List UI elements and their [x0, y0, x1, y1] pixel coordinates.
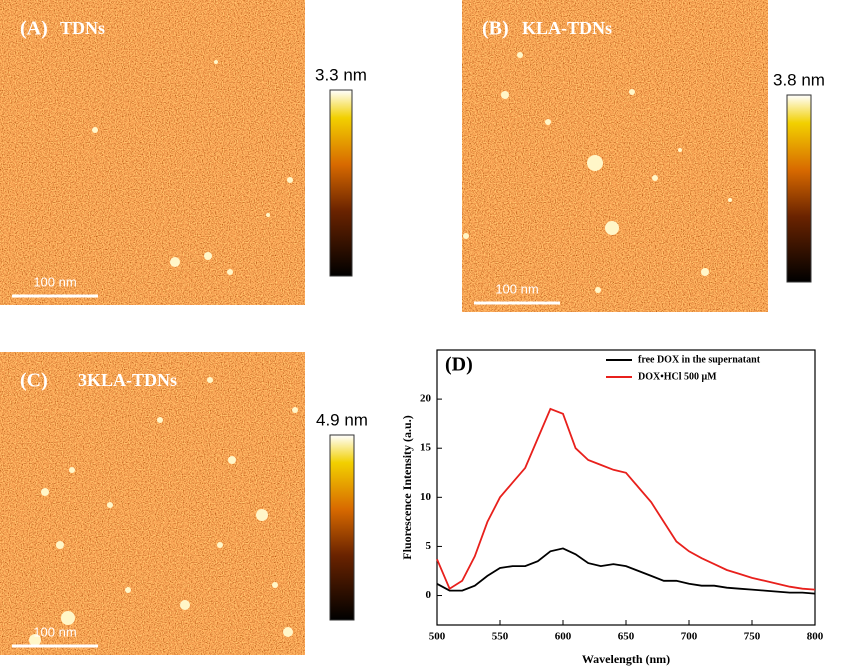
panel-label: (A)	[20, 18, 48, 40]
afm-particle	[701, 268, 709, 276]
x-tick-label: 500	[429, 631, 446, 643]
afm-particle	[545, 119, 551, 125]
afm-particle	[170, 257, 180, 267]
y-tick-label: 5	[426, 540, 432, 552]
afm-particle	[29, 634, 41, 646]
legend-label: DOX•HCl 500 μM	[638, 371, 717, 382]
scale-bar-label: 100 nm	[33, 274, 76, 289]
afm-particle	[107, 502, 113, 508]
afm-particle	[517, 52, 523, 58]
y-tick-label: 0	[426, 589, 432, 601]
panel-name: KLA-TDNs	[522, 18, 612, 38]
afm-particle	[605, 221, 619, 235]
x-tick-label: 700	[681, 631, 698, 643]
afm-image	[0, 0, 305, 305]
afm-particle	[272, 582, 278, 588]
afm-particle	[678, 148, 682, 152]
x-axis-label: Wavelength (nm)	[582, 652, 670, 666]
afm-particle	[92, 127, 98, 133]
panel-label: (D)	[445, 354, 473, 376]
afm-particle	[125, 587, 131, 593]
plot-frame	[436, 349, 816, 626]
afm-particle	[180, 600, 190, 610]
afm-particle	[204, 252, 212, 260]
afm-particle	[61, 611, 75, 625]
afm-particle	[217, 542, 223, 548]
afm-particle	[227, 269, 233, 275]
colorbar-label: 4.9 nm	[316, 410, 368, 429]
x-tick-label: 650	[618, 631, 635, 643]
afm-particle	[41, 488, 49, 496]
afm-particle	[228, 456, 236, 464]
y-axis-label: Fluorescence Intensity (a.u.)	[400, 415, 414, 559]
x-tick-label: 600	[555, 631, 572, 643]
panel-label: (B)	[482, 18, 509, 40]
colorbar-label: 3.8 nm	[773, 70, 825, 89]
afm-particle	[728, 198, 732, 202]
y-tick-label: 20	[420, 393, 432, 405]
scale-bar-label: 100 nm	[495, 281, 538, 296]
scale-bar-label: 100 nm	[33, 624, 76, 639]
colorbar	[329, 89, 353, 277]
colorbar	[786, 94, 812, 283]
afm-particle	[595, 287, 601, 293]
panel-label: (C)	[20, 370, 48, 392]
afm-particle	[629, 89, 635, 95]
panel-name: 3KLA-TDNs	[78, 370, 177, 390]
colorbar-label: 3.3 nm	[315, 65, 367, 84]
afm-particle	[266, 213, 270, 217]
y-tick-label: 15	[420, 442, 432, 454]
afm-particle	[207, 377, 213, 383]
data-line	[436, 407, 816, 591]
afm-particle	[256, 509, 268, 521]
afm-particle	[157, 417, 163, 423]
afm-particle	[501, 91, 509, 99]
afm-particle	[69, 467, 75, 473]
afm-image	[0, 352, 305, 655]
x-tick-label: 750	[744, 631, 761, 643]
afm-particle	[463, 233, 469, 239]
afm-particle	[652, 175, 658, 181]
afm-particle	[587, 155, 603, 171]
y-tick-label: 10	[420, 491, 432, 503]
afm-particle	[214, 60, 218, 64]
afm-particle	[56, 541, 64, 549]
afm-particle	[287, 177, 293, 183]
legend-label: free DOX in the supernatant	[638, 354, 761, 365]
afm-particle	[292, 407, 298, 413]
colorbar	[329, 434, 355, 621]
x-tick-label: 550	[492, 631, 509, 643]
afm-particle	[283, 627, 293, 637]
panel-name: TDNs	[60, 18, 105, 38]
afm-image	[462, 0, 768, 312]
data-line	[436, 547, 816, 595]
x-tick-label: 800	[807, 631, 824, 643]
